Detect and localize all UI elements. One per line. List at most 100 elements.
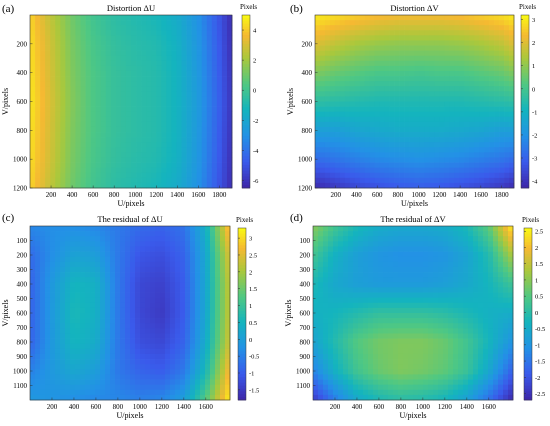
heatmap-cell xyxy=(135,359,141,365)
heatmap-cell xyxy=(434,76,440,82)
heatmap-cell xyxy=(145,384,151,391)
heatmap-cell xyxy=(80,333,86,339)
heatmap-cell xyxy=(473,282,479,288)
heatmap-cell xyxy=(463,292,469,298)
heatmap-cell xyxy=(125,30,132,36)
heatmap-cell xyxy=(181,25,187,31)
heatmap-cell xyxy=(318,256,324,263)
heatmap-cell xyxy=(131,152,137,158)
heatmap-cell xyxy=(348,282,354,288)
heatmap-cell xyxy=(156,162,162,168)
heatmap-cell xyxy=(444,50,450,57)
heatmap-cell xyxy=(110,137,117,143)
heatmap-cell xyxy=(165,246,171,252)
heatmap-cell xyxy=(130,307,136,314)
heatmap-cell xyxy=(226,40,233,46)
heatmap-cell xyxy=(324,60,331,67)
heatmap-cell xyxy=(131,101,137,107)
heatmap-cell xyxy=(315,101,321,107)
heatmap-cell xyxy=(115,167,122,174)
colorbar-segment xyxy=(238,293,246,298)
heatmap-cell xyxy=(499,20,505,26)
heatmap-cell xyxy=(40,266,46,273)
heatmap-cell xyxy=(171,45,177,51)
x-tick-label: 1600 xyxy=(191,191,206,199)
heatmap-cell xyxy=(150,246,156,252)
heatmap-cell xyxy=(95,147,102,153)
heatmap-cell xyxy=(120,60,127,67)
heatmap-cell xyxy=(90,25,96,31)
heatmap-cell xyxy=(90,70,96,77)
heatmap-cell xyxy=(120,25,127,31)
heatmap-cell xyxy=(30,111,36,118)
heatmap-cell xyxy=(344,45,351,51)
heatmap-cell xyxy=(220,343,226,350)
heatmap-cell xyxy=(434,157,440,163)
heatmap-cell xyxy=(414,70,420,77)
colorbar-tick-label: 2.5 xyxy=(249,252,257,259)
heatmap-cell xyxy=(434,30,440,36)
heatmap-cell xyxy=(136,126,142,133)
heatmap-cell xyxy=(130,353,136,360)
heatmap-cell xyxy=(115,282,121,288)
heatmap-cell xyxy=(423,251,429,258)
heatmap-cell xyxy=(384,142,390,148)
heatmap-cell xyxy=(454,157,460,163)
heatmap-cell xyxy=(85,167,91,174)
heatmap-cell xyxy=(379,50,385,57)
heatmap-cell xyxy=(60,157,66,163)
heatmap-cell xyxy=(195,231,201,237)
heatmap-cell xyxy=(110,302,116,309)
heatmap-cell xyxy=(364,121,371,128)
heatmap-cell xyxy=(348,246,354,252)
heatmap-cell xyxy=(90,287,96,293)
heatmap-cell xyxy=(90,261,96,268)
heatmap-cell xyxy=(359,167,366,174)
heatmap-cell xyxy=(418,287,424,293)
colorbar-segment xyxy=(242,153,250,157)
heatmap-cell xyxy=(50,323,56,329)
heatmap-cell xyxy=(403,261,409,268)
heatmap-cell xyxy=(60,266,66,273)
heatmap-cell xyxy=(105,81,112,87)
heatmap-cell xyxy=(226,25,233,31)
heatmap-cell xyxy=(358,272,364,278)
heatmap-cell xyxy=(424,35,430,41)
heatmap-cell xyxy=(171,106,177,113)
colorbar-segment xyxy=(521,61,529,65)
heatmap-cell xyxy=(70,96,76,102)
heatmap-cell xyxy=(474,30,480,36)
heatmap-cell xyxy=(201,116,208,123)
heatmap-cell xyxy=(344,96,351,102)
heatmap-cell xyxy=(409,65,415,72)
heatmap-cell xyxy=(439,65,445,72)
chart-title: The residual of ΔV xyxy=(380,214,446,224)
heatmap-cell xyxy=(90,246,96,252)
heatmap-cell xyxy=(384,132,390,138)
heatmap-cell xyxy=(85,132,91,138)
heatmap-cell xyxy=(115,152,122,158)
heatmap-cell xyxy=(85,353,91,360)
heatmap-cell xyxy=(418,266,424,273)
heatmap-cell xyxy=(185,251,191,258)
heatmap-cell xyxy=(499,76,505,82)
heatmap-cell xyxy=(453,246,459,252)
heatmap-cell xyxy=(374,162,381,168)
heatmap-cell xyxy=(349,106,356,113)
heatmap-cell xyxy=(328,277,334,283)
heatmap-cell xyxy=(105,137,112,143)
heatmap-cell xyxy=(334,45,341,51)
heatmap-cell xyxy=(176,86,182,92)
heatmap-cell xyxy=(155,343,161,350)
heatmap-cell xyxy=(200,394,206,401)
y-tick-label: 600 xyxy=(17,98,28,106)
heatmap-cell xyxy=(75,45,81,51)
heatmap-cell xyxy=(190,292,196,298)
heatmap-cell xyxy=(394,25,400,31)
heatmap-cell xyxy=(125,272,131,278)
heatmap-cell xyxy=(384,60,390,67)
heatmap-cell xyxy=(115,132,122,138)
heatmap-cell xyxy=(70,328,76,334)
heatmap-cell xyxy=(150,307,156,314)
